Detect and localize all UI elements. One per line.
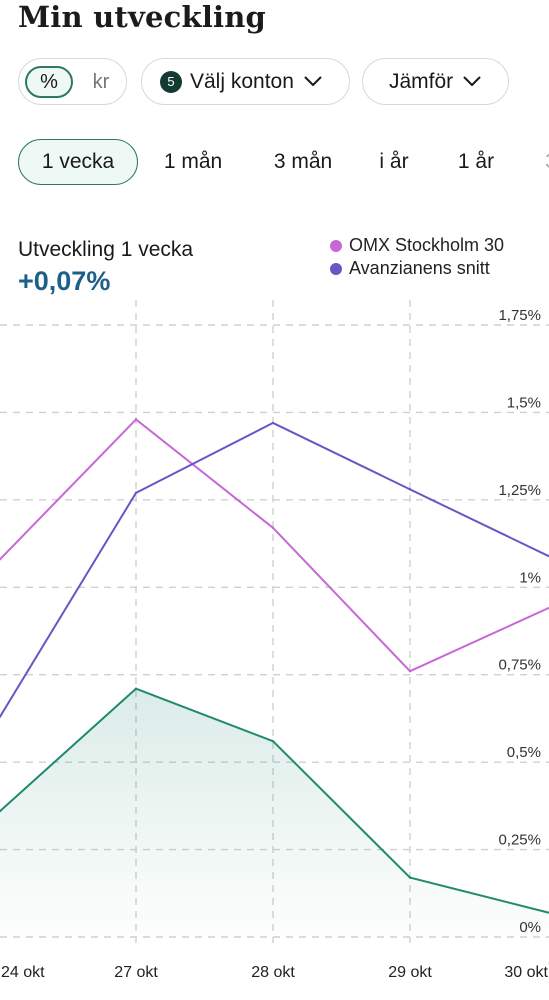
- development-label: Utveckling 1 vecka: [18, 238, 194, 261]
- chart-legend: OMX Stockholm 30 Avanzianens snitt: [330, 234, 504, 280]
- x-tick-label: 24 okt: [1, 964, 45, 981]
- y-tick-label: 1,75%: [498, 307, 541, 324]
- chevron-down-icon: [304, 76, 322, 86]
- y-tick-label: 1,25%: [498, 482, 541, 499]
- compare-label: Jämför: [389, 69, 454, 93]
- select-accounts-label: Välj konton: [190, 69, 294, 93]
- data-point-1-4: [546, 554, 549, 558]
- x-tick-label: 28 okt: [251, 964, 295, 981]
- percent-option[interactable]: %: [25, 66, 73, 98]
- legend-label-avanza: Avanzianens snitt: [349, 258, 490, 278]
- period-1-week[interactable]: 1 vecka: [18, 139, 138, 185]
- legend-label-omx: OMX Stockholm 30: [349, 235, 505, 255]
- period-1-month[interactable]: 1 mån: [163, 150, 223, 173]
- data-point-1-1: [134, 491, 138, 495]
- data-point-2-3: [408, 876, 412, 879]
- y-tick-label: 1,5%: [507, 394, 541, 411]
- data-point-0-1: [134, 418, 138, 421]
- y-tick-label: 0,75%: [498, 657, 541, 674]
- page-title: Min utveckling: [18, 0, 267, 34]
- x-tick-label: 30 okt: [504, 964, 548, 981]
- chevron-down-icon: [463, 76, 481, 86]
- period-ytd[interactable]: i år: [379, 150, 409, 173]
- data-point-0-0: [0, 558, 2, 561]
- development-chart[interactable]: 0% 0,25% 0,5% 0,75% 1% 1,25% 1,5% 1,75% 24 okt 27…: [0, 300, 549, 1000]
- period-3-months[interactable]: 3 mån: [273, 150, 333, 173]
- data-point-2-2: [271, 739, 275, 743]
- data-point-2-4: [546, 911, 549, 914]
- currency-option[interactable]: kr: [92, 70, 110, 93]
- period-1-year[interactable]: 1 år: [457, 150, 495, 173]
- unit-toggle[interactable]: % kr: [18, 58, 127, 105]
- legend-dot-avanza: [330, 262, 342, 275]
- period-3-years[interactable]: 3: [536, 139, 549, 185]
- y-tick-label: 0,25%: [498, 832, 541, 849]
- series-area-portfolio: [0, 688, 548, 937]
- period-selector: 1 vecka 1 mån 3 mån i år 1 år 3: [18, 139, 549, 186]
- data-point-2-0: [0, 809, 2, 813]
- y-tick-label: 1%: [519, 569, 541, 586]
- data-point-2-1: [134, 687, 138, 690]
- development-value: +0,07%: [18, 266, 111, 296]
- data-point-0-4: [546, 607, 549, 610]
- legend-dot-omx: [330, 239, 342, 252]
- accounts-count-badge: 5: [160, 70, 182, 93]
- x-tick-label: 29 okt: [388, 964, 432, 981]
- select-accounts-button[interactable]: 5 Välj konton: [141, 58, 350, 105]
- data-point-1-2: [271, 421, 275, 425]
- series-line-0: [0, 418, 549, 673]
- x-tick-label: 27 okt: [114, 964, 158, 981]
- data-point-0-2: [271, 526, 275, 530]
- series-line-1: [0, 421, 549, 718]
- legend-item-omx[interactable]: OMX Stockholm 30: [330, 234, 504, 257]
- legend-item-avanza[interactable]: Avanzianens snitt: [330, 257, 504, 280]
- data-point-1-0: [0, 715, 2, 718]
- compare-button[interactable]: Jämför: [362, 58, 509, 105]
- y-tick-label: 0,5%: [507, 744, 541, 761]
- data-point-1-3: [408, 488, 412, 491]
- y-tick-label: 0%: [519, 919, 541, 936]
- data-point-0-3: [408, 670, 412, 673]
